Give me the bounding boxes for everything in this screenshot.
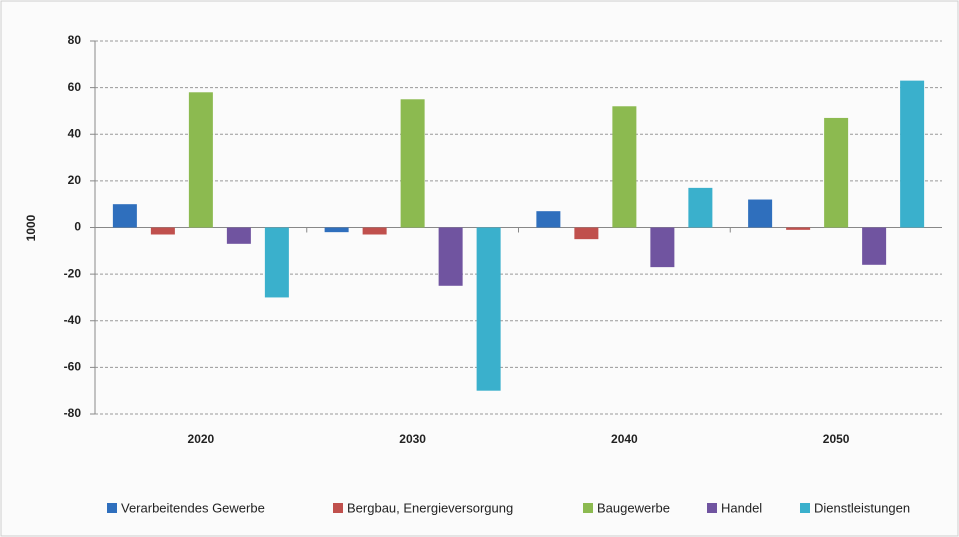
legend-swatch: [583, 503, 593, 513]
bar: [650, 227, 675, 268]
x-tick-label: 2030: [399, 432, 426, 446]
bar: [862, 227, 887, 265]
bar: [438, 227, 463, 286]
y-tick-label: 60: [68, 80, 82, 94]
bar: [824, 117, 849, 228]
y-tick-label: 80: [68, 33, 82, 47]
bar: [150, 227, 175, 235]
legend-label: Bergbau, Energieversorgung: [347, 500, 513, 515]
bar: [536, 211, 561, 228]
bar: [574, 227, 599, 240]
legend-label: Baugewerbe: [597, 500, 670, 515]
x-tick-label: 2050: [823, 432, 850, 446]
y-tick-label: -80: [64, 406, 82, 420]
legend-swatch: [707, 503, 717, 513]
legend-label: Handel: [721, 500, 762, 515]
bar: [476, 227, 501, 391]
y-tick-label: 20: [68, 173, 82, 187]
bar: [226, 227, 251, 244]
legend-label: Dienstleistungen: [814, 500, 910, 515]
legend-swatch: [107, 503, 117, 513]
bar: [188, 92, 213, 228]
legend-swatch: [333, 503, 343, 513]
y-tick-label: -40: [64, 313, 82, 327]
bar: [786, 227, 811, 230]
bar: [688, 187, 713, 228]
y-tick-label: -20: [64, 266, 82, 280]
legend-label: Verarbeitendes Gewerbe: [121, 500, 265, 515]
bar: [264, 227, 289, 298]
legend-swatch: [800, 503, 810, 513]
y-tick-label: 0: [74, 220, 81, 234]
x-tick-label: 2020: [188, 432, 215, 446]
y-tick-label: -60: [64, 360, 82, 374]
bar: [612, 106, 637, 228]
bar: [900, 80, 925, 228]
bar: [400, 99, 425, 228]
bar: [324, 227, 349, 233]
bar: [362, 227, 387, 235]
y-tick-label: 40: [68, 126, 82, 140]
y-axis-label: 1000: [24, 214, 38, 241]
bar: [748, 199, 773, 228]
bar: [112, 204, 137, 228]
x-tick-label: 2040: [611, 432, 638, 446]
